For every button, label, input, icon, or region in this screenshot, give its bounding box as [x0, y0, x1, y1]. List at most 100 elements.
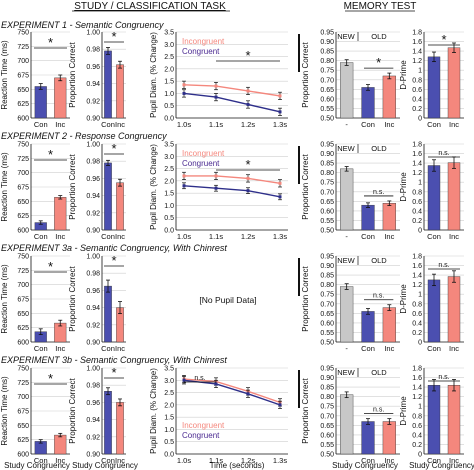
pupil-chart-series-line [183, 84, 281, 97]
memory-chart-bar [382, 307, 396, 343]
dprime-chart-sig-label: n.s. [438, 374, 449, 381]
rt-chart-bar [54, 434, 67, 455]
memory-chart-bar [340, 394, 354, 455]
rt-chart-sig-label: * [48, 147, 53, 162]
pupil-chart-sig-label: * [245, 157, 250, 172]
rt-chart-ytick: 650 [17, 423, 29, 430]
dprime-chart-xtick: Con [427, 120, 441, 129]
pupil-chart-point [246, 102, 250, 106]
experiment-row: EXPERIMENT 3a - Semantic Congruency, Wit… [0, 243, 464, 353]
pupil-chart-xtick: 1.1s [209, 120, 223, 129]
memory-chart-xtick: Con [361, 344, 375, 353]
dprime-chart-sig-label: n.s. [438, 262, 449, 269]
dprime-chart-ylabel: D-Prime [399, 284, 408, 314]
memory-chart-ytick: 0.50 [320, 340, 334, 347]
memory-chart-xtick: Con [361, 232, 375, 241]
pc-chart-ytick: 0.96 [86, 400, 100, 407]
pupil-chart-series-line [183, 92, 281, 113]
memory-chart-sig-label: n.s. [373, 293, 384, 300]
pupil-chart-ytick: 2.0 [164, 178, 174, 185]
rt-chart-xtick: Con [34, 120, 48, 129]
memory-chart-ytick: 0.80 [320, 58, 334, 65]
pupil-chart-point [182, 174, 186, 178]
memory-chart-ytick: 0.55 [320, 106, 334, 113]
dprime-chart-ytick: 1.6 [412, 375, 422, 382]
dprime-chart-bar [447, 47, 461, 119]
pc-chart-ytick: 1.00 [86, 366, 100, 373]
rt-chart-ytick: 750 [17, 30, 29, 37]
pupil-chart-point [278, 403, 282, 407]
experiment-title: EXPERIMENT 3a - Semantic Congruency, Wit… [1, 243, 227, 253]
study-header: STUDY / CLASSIFICATION TASK [74, 1, 226, 12]
memory-chart-bar [340, 168, 354, 231]
dprime-chart-bar [447, 276, 461, 343]
dprime-chart-bar [427, 385, 441, 455]
rt-chart-sig-label: * [48, 259, 53, 274]
memory-chart-xtick: Inc [384, 232, 394, 241]
experiment-row: EXPERIMENT 3b - Semantic Congruency, Wit… [0, 355, 464, 465]
rt-chart-xtick: Con [34, 456, 48, 465]
dprime-chart-ytick: 1.6 [412, 151, 422, 158]
memory-chart-old-label: OLD [371, 368, 387, 377]
memory-chart-new-label: NEW [337, 144, 355, 153]
rt-chart-ytick: 600 [17, 340, 29, 347]
footer-study-label: Study Congruency [4, 461, 70, 470]
pc-chart-ytick: 0.96 [86, 288, 100, 295]
memory-chart-ytick: 0.85 [320, 273, 334, 280]
footer-study-label-2: Study Congruency [72, 461, 138, 470]
pc-chart-ytick: 0.94 [86, 193, 100, 200]
pupil-chart-ytick: 2.0 [164, 66, 174, 73]
experiment-title: EXPERIMENT 2 - Response Congruency [1, 131, 167, 141]
dprime-chart-bar [427, 56, 441, 119]
pc-chart-bar [104, 391, 112, 455]
pupil-chart-xtick: 1.0s [177, 456, 191, 465]
pupil-chart-xtick: 1.3s [273, 232, 287, 241]
dprime-chart-ytick: 1.6 [412, 263, 422, 270]
pc-chart-ytick: 0.92 [86, 210, 100, 217]
dprime-chart-xtick: Con [427, 344, 441, 353]
pupil-chart-legend-congruent: Congruent [182, 47, 220, 56]
pupil-chart-ytick: 3.0 [164, 42, 174, 49]
memory-chart-ytick: 0.95 [320, 30, 334, 37]
pupil-chart-xtick: 1.2s [241, 120, 255, 129]
pupil-chart-ytick: 0.5 [164, 215, 174, 222]
rt-chart-xtick: Con [34, 344, 48, 353]
pupil-chart-ytick: 3.5 [164, 30, 174, 37]
rt-chart-xtick: Inc [55, 344, 65, 353]
pupil-chart-xtick: 1.3s [273, 120, 287, 129]
rt-chart-bar [54, 197, 67, 231]
pc-chart-xtick: Con [101, 344, 115, 353]
pc-chart-bar [116, 182, 124, 231]
pupil-chart-ytick: 3.0 [164, 378, 174, 385]
memory-chart-xtick: Con [361, 120, 375, 129]
memory-chart-sig-label: n.s. [373, 189, 384, 196]
experiment-title: EXPERIMENT 1 - Semantic Congruency [1, 20, 164, 30]
memory-chart-ylabel: Proportion Correct [301, 378, 310, 444]
pupil-chart-point [214, 174, 218, 178]
pc-chart-ytick: 1.00 [86, 254, 100, 261]
memory-chart-bar [382, 75, 396, 119]
memory-chart-ytick: 0.90 [320, 151, 334, 158]
memory-chart-bar [382, 421, 396, 455]
memory-chart-new-label: NEW [337, 368, 355, 377]
dprime-chart-bar [427, 279, 441, 343]
memory-chart-ytick: 0.50 [320, 452, 334, 459]
dprime-chart-ytick: 1.8 [412, 366, 422, 373]
pc-chart-bar [104, 50, 112, 119]
memory-chart-ytick: 0.65 [320, 87, 334, 94]
rt-chart-ytick: 600 [17, 228, 29, 235]
rt-chart-ytick: 675 [17, 297, 29, 304]
memory-chart-ytick: 0.65 [320, 311, 334, 318]
memory-chart-ytick: 0.90 [320, 263, 334, 270]
dprime-chart-xtick: Con [427, 232, 441, 241]
pupil-chart-ytick: 2.5 [164, 390, 174, 397]
pupil-chart-series-line [183, 185, 281, 198]
dprime-chart-ytick: 1.6 [412, 39, 422, 46]
dprime-chart-ytick: 0.6 [412, 311, 422, 318]
pc-chart-ytick: 0.90 [86, 452, 100, 459]
rt-chart-ytick: 700 [17, 394, 29, 401]
memory-chart-sig-label: * [376, 55, 381, 70]
dprime-chart-ytick: 0.2 [412, 330, 422, 337]
rt-chart-ytick: 650 [17, 87, 29, 94]
pc-chart-ytick: 1.00 [86, 142, 100, 149]
